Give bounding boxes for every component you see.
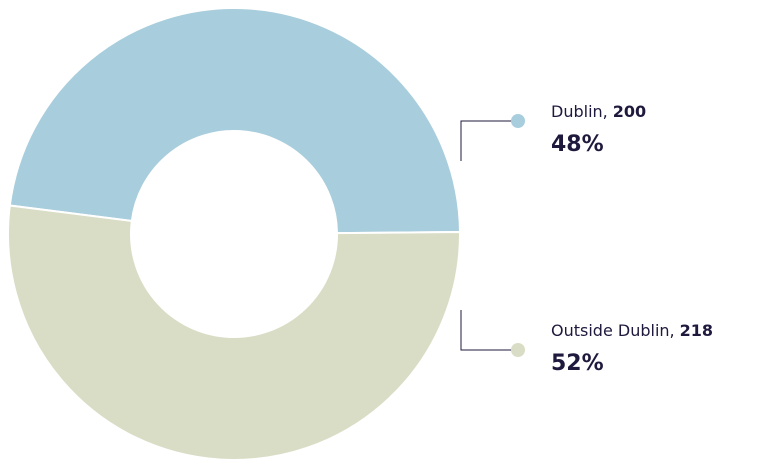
percent-label: 52% <box>551 351 604 376</box>
legend-dot <box>511 343 525 357</box>
slice-label: Outside Dublin, 218 <box>551 321 713 340</box>
leader-line <box>460 120 518 161</box>
category-name: Dublin <box>551 102 603 121</box>
legend-dot <box>511 114 525 128</box>
slice <box>8 7 462 235</box>
separator: , <box>603 102 608 121</box>
separator: , <box>670 321 675 340</box>
percent-label: 48% <box>551 132 604 157</box>
category-name: Outside Dublin <box>551 321 670 340</box>
slice <box>7 204 461 460</box>
slice-label: Dublin, 200 <box>551 102 646 121</box>
count-label: 218 <box>680 321 713 340</box>
leader-line <box>460 310 518 351</box>
count-label: 200 <box>613 102 646 121</box>
